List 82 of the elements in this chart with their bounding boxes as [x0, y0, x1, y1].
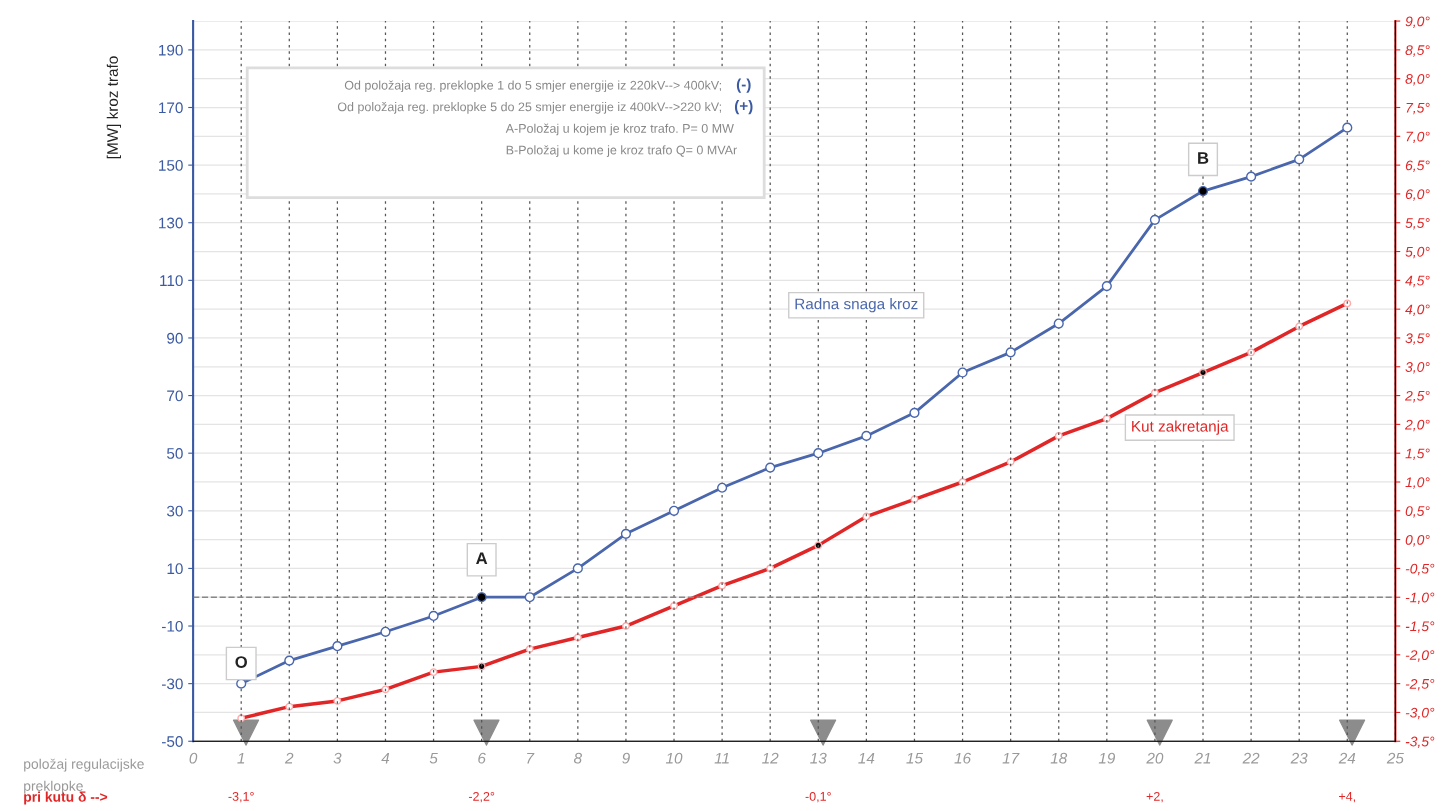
x-tick-label: 6: [478, 752, 486, 764]
y2-tick-label: 6,0°: [1405, 189, 1430, 201]
y2-tick-label: 1,5°: [1405, 448, 1430, 460]
x-tick-label: 22: [1242, 752, 1260, 764]
annotation: O: [235, 656, 247, 668]
y-tick-label: 170: [159, 102, 183, 114]
y-tick-label: -30: [161, 678, 183, 690]
y2-tick-label: 8,5°: [1405, 45, 1430, 57]
x-tick-label: 3: [333, 752, 342, 764]
text: +2,: [1146, 792, 1163, 803]
y2-tick-label: 9,0°: [1405, 16, 1430, 28]
y2-tick-label: 6,5°: [1405, 160, 1430, 172]
annotation: (-): [736, 78, 751, 93]
y2-tick-label: 3,0°: [1405, 362, 1430, 374]
y-tick-label: -10: [161, 620, 183, 632]
text: Radna snaga kroz: [795, 298, 918, 313]
y-tick-label: 130: [159, 217, 183, 229]
annotation: A-Položaj u kojem je kroz trafo. P= 0 MW: [505, 123, 734, 136]
x-tick-label: 15: [906, 752, 923, 764]
y2-tick-label: -0,5°: [1405, 563, 1435, 576]
annotation: B-Položaj u kome je kroz trafo Q= 0 MVAr: [506, 145, 737, 157]
annotation: (+): [734, 100, 753, 115]
x-tick-label: 1: [237, 752, 245, 764]
x-tick-label: 25: [1386, 752, 1404, 764]
y2-tick-label: -2,5°: [1405, 678, 1435, 691]
text: -0,1°: [805, 792, 831, 803]
y-tick-label: 70: [167, 390, 183, 402]
x-tick-label: 24: [1338, 752, 1356, 764]
y2-tick-label: 0,0°: [1405, 534, 1430, 547]
y2-tick-label: 4,0°: [1405, 304, 1430, 316]
x-tick-label: 18: [1050, 752, 1068, 764]
annotation: Od položaja reg. preklopke 5 do 25 smjer energije iz 400kV-->220 kV;: [337, 102, 722, 114]
y2-tick-label: -1,0°: [1405, 592, 1435, 605]
x-tick-label: 10: [665, 752, 683, 764]
x-tick-label: 9: [622, 752, 630, 764]
y2-tick-label: 5,0°: [1405, 246, 1430, 259]
x-tick-label: 2: [284, 752, 294, 764]
x-tick-label: 7: [527, 752, 535, 764]
y-tick-label: 190: [159, 44, 183, 56]
x-tick-label: 8: [573, 752, 582, 764]
y2-tick-label: 0,5°: [1405, 506, 1430, 518]
y-tick-label: 10: [167, 563, 183, 575]
y-tick-label: 30: [166, 505, 183, 517]
x-tick-label: 20: [1146, 752, 1164, 764]
y-tick-label: 150: [159, 159, 183, 171]
y-tick-label: 90: [167, 332, 183, 344]
x-tick-label: 12: [762, 752, 779, 764]
y2-tick-label: -1,5°: [1405, 621, 1435, 633]
y2-tick-label: 8,0°: [1405, 74, 1430, 86]
y-axis-title: [MW] kroz trafo: [106, 56, 121, 159]
y2-tick-label: -3,5°: [1405, 736, 1435, 749]
x-tick-label: 11: [714, 752, 729, 764]
y2-tick-label: 5,5°: [1405, 218, 1430, 230]
y-tick-label: 110: [160, 275, 183, 287]
x-tick-label: 13: [810, 752, 827, 764]
x-tick-label: 23: [1290, 752, 1308, 764]
y2-tick-label: 3,5°: [1405, 333, 1430, 345]
y2-tick-label: 7,5°: [1406, 102, 1430, 115]
text: -2,2°: [468, 792, 495, 803]
x-tick-label: 19: [1098, 752, 1116, 764]
y2-tick-label: 1,0°: [1405, 477, 1430, 489]
x-tick-label: 21: [1194, 752, 1211, 764]
x-tick-label: 14: [858, 752, 875, 764]
y2-tick-label: 2,5°: [1405, 390, 1430, 403]
annotation: A: [476, 552, 488, 565]
x-tick-label: 5: [429, 752, 438, 764]
y-tick-label: -50: [161, 736, 183, 747]
x-tick-label: 4: [381, 752, 390, 764]
annotation: B: [1198, 152, 1209, 164]
y-tick-label: 50: [167, 448, 183, 459]
text: -3,1°: [228, 792, 254, 803]
y2-tick-label: -2,0°: [1405, 650, 1435, 662]
y2-tick-label: 7,0°: [1406, 131, 1430, 144]
y2-tick-label: -3,0°: [1405, 707, 1435, 720]
annotation: Od položaja reg. preklopke 1 do 5 smjer energije iz 220kV--> 400kV;: [344, 80, 722, 93]
x-tick-label: 16: [954, 752, 972, 764]
x-tick-label: 0: [189, 752, 198, 764]
y2-tick-label: 2,0°: [1405, 419, 1430, 432]
series-label: Kut zakretanja: [1132, 420, 1229, 435]
text: +4,: [1339, 792, 1356, 803]
y2-tick-label: 4,5°: [1405, 275, 1430, 288]
x-tick-label: 17: [1002, 752, 1020, 764]
